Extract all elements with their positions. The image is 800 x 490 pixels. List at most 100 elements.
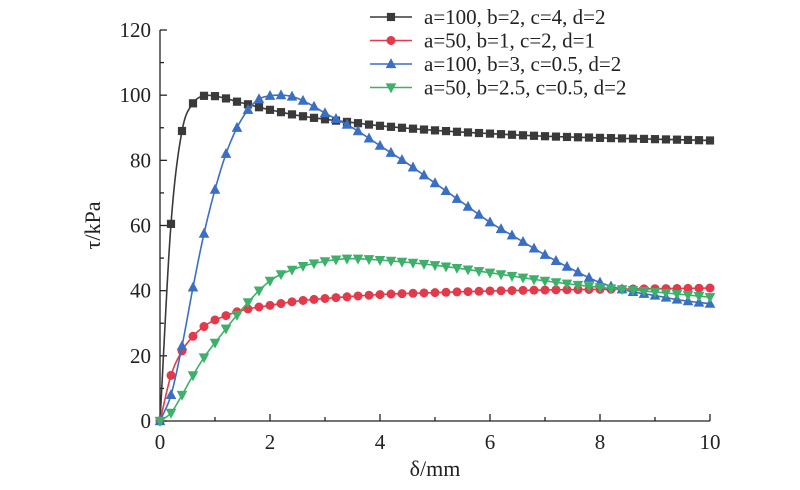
data-point	[683, 135, 693, 145]
data-point	[375, 290, 385, 300]
data-point	[364, 290, 374, 300]
data-point	[408, 124, 418, 133]
y-tick-label: 20	[130, 344, 151, 368]
data-point	[463, 287, 473, 297]
y-tick-label: 40	[130, 279, 151, 303]
x-tick-label: 8	[595, 430, 606, 454]
data-point	[385, 146, 397, 157]
data-point	[418, 259, 430, 270]
data-point	[528, 242, 540, 253]
data-point	[188, 331, 198, 341]
data-point	[462, 200, 474, 211]
legend-label: a=100, b=3, c=0.5, d=2	[424, 52, 621, 76]
data-point	[550, 255, 562, 265]
data-point	[484, 216, 496, 227]
data-point	[220, 147, 232, 158]
data-point	[253, 286, 265, 297]
data-point	[539, 248, 551, 259]
data-point	[253, 93, 265, 104]
data-point	[396, 257, 408, 268]
data-point	[561, 279, 573, 290]
data-point	[661, 135, 671, 144]
data-point	[265, 105, 275, 114]
legend-marker	[386, 12, 396, 22]
data-point	[419, 288, 429, 298]
data-point	[441, 127, 451, 136]
data-point	[495, 223, 507, 234]
data-point	[287, 297, 297, 307]
data-point	[507, 286, 517, 296]
data-point	[694, 283, 704, 293]
data-point	[694, 136, 704, 145]
data-point	[617, 134, 627, 143]
data-point	[595, 133, 605, 142]
data-point	[254, 302, 264, 312]
data-point	[232, 97, 242, 106]
series-3	[154, 254, 716, 427]
data-point	[639, 134, 649, 143]
data-point	[177, 126, 187, 136]
legend-marker	[386, 35, 396, 45]
data-point	[573, 133, 583, 142]
data-point	[440, 262, 452, 273]
data-point	[550, 278, 562, 289]
data-point	[583, 271, 595, 282]
data-point	[518, 285, 528, 295]
data-point	[342, 292, 352, 302]
data-point	[221, 94, 231, 103]
y-tick-label: 60	[130, 214, 151, 238]
data-point	[496, 130, 506, 139]
data-point	[374, 139, 386, 150]
data-point	[638, 286, 650, 297]
data-point	[165, 389, 177, 400]
data-point	[584, 133, 594, 142]
data-point	[375, 121, 385, 130]
data-point	[265, 300, 275, 310]
data-point	[419, 125, 429, 134]
data-point	[441, 287, 451, 297]
data-point	[254, 103, 264, 112]
data-point	[286, 90, 298, 101]
data-point	[407, 258, 419, 269]
data-point	[682, 290, 694, 301]
data-point	[331, 293, 341, 303]
data-point	[166, 370, 176, 380]
data-point	[616, 285, 628, 296]
data-point	[650, 135, 660, 144]
data-point	[276, 299, 286, 309]
data-point	[473, 267, 485, 278]
data-point	[154, 416, 166, 427]
data-point	[440, 185, 452, 196]
x-tick-label: 6	[485, 430, 496, 454]
data-point	[352, 125, 364, 136]
data-point	[660, 288, 672, 299]
data-point	[452, 127, 462, 136]
x-tick-label: 4	[375, 430, 386, 454]
data-point	[605, 284, 617, 295]
data-point	[363, 255, 375, 266]
data-point	[583, 282, 595, 293]
data-point	[209, 183, 221, 194]
data-point	[166, 219, 176, 228]
data-point	[165, 408, 177, 419]
data-point	[485, 286, 495, 296]
y-tick-label: 0	[141, 409, 152, 433]
data-point	[606, 134, 616, 143]
data-point	[407, 161, 419, 172]
data-point	[408, 288, 418, 298]
data-point	[473, 208, 485, 219]
data-point	[264, 276, 276, 287]
data-point	[352, 254, 364, 265]
data-point	[474, 128, 484, 138]
data-point	[364, 120, 374, 129]
data-point	[264, 89, 276, 100]
data-point	[308, 259, 320, 270]
series-line	[159, 257, 711, 422]
data-point	[286, 265, 298, 276]
data-point	[287, 110, 297, 119]
data-point	[309, 113, 319, 122]
data-point	[562, 132, 572, 142]
data-point	[231, 121, 243, 132]
data-point	[539, 276, 551, 287]
